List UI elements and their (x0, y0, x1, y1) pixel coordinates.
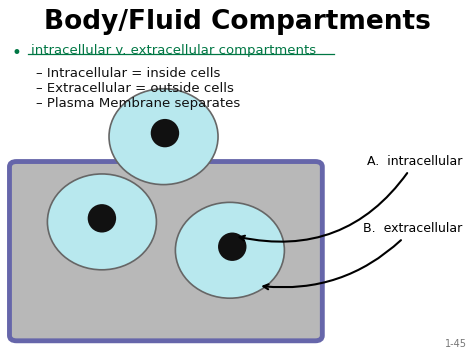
Text: 1-45: 1-45 (445, 339, 467, 349)
Text: – Plasma Membrane separates: – Plasma Membrane separates (36, 97, 240, 110)
Ellipse shape (151, 119, 179, 147)
FancyBboxPatch shape (9, 162, 322, 341)
Text: B.  extracellular: B. extracellular (264, 223, 462, 289)
Ellipse shape (88, 204, 116, 233)
Text: – Extracellular = outside cells: – Extracellular = outside cells (36, 82, 233, 95)
Text: •: • (12, 44, 22, 62)
Ellipse shape (218, 233, 246, 261)
Ellipse shape (175, 202, 284, 298)
Text: – Intracellular = inside cells: – Intracellular = inside cells (36, 67, 220, 80)
Text: intracellular v. extracellular compartments: intracellular v. extracellular compartme… (31, 44, 316, 58)
Text: Body/Fluid Compartments: Body/Fluid Compartments (44, 9, 430, 35)
Text: A.  intracellular: A. intracellular (240, 155, 463, 242)
Ellipse shape (109, 89, 218, 185)
Ellipse shape (47, 174, 156, 270)
